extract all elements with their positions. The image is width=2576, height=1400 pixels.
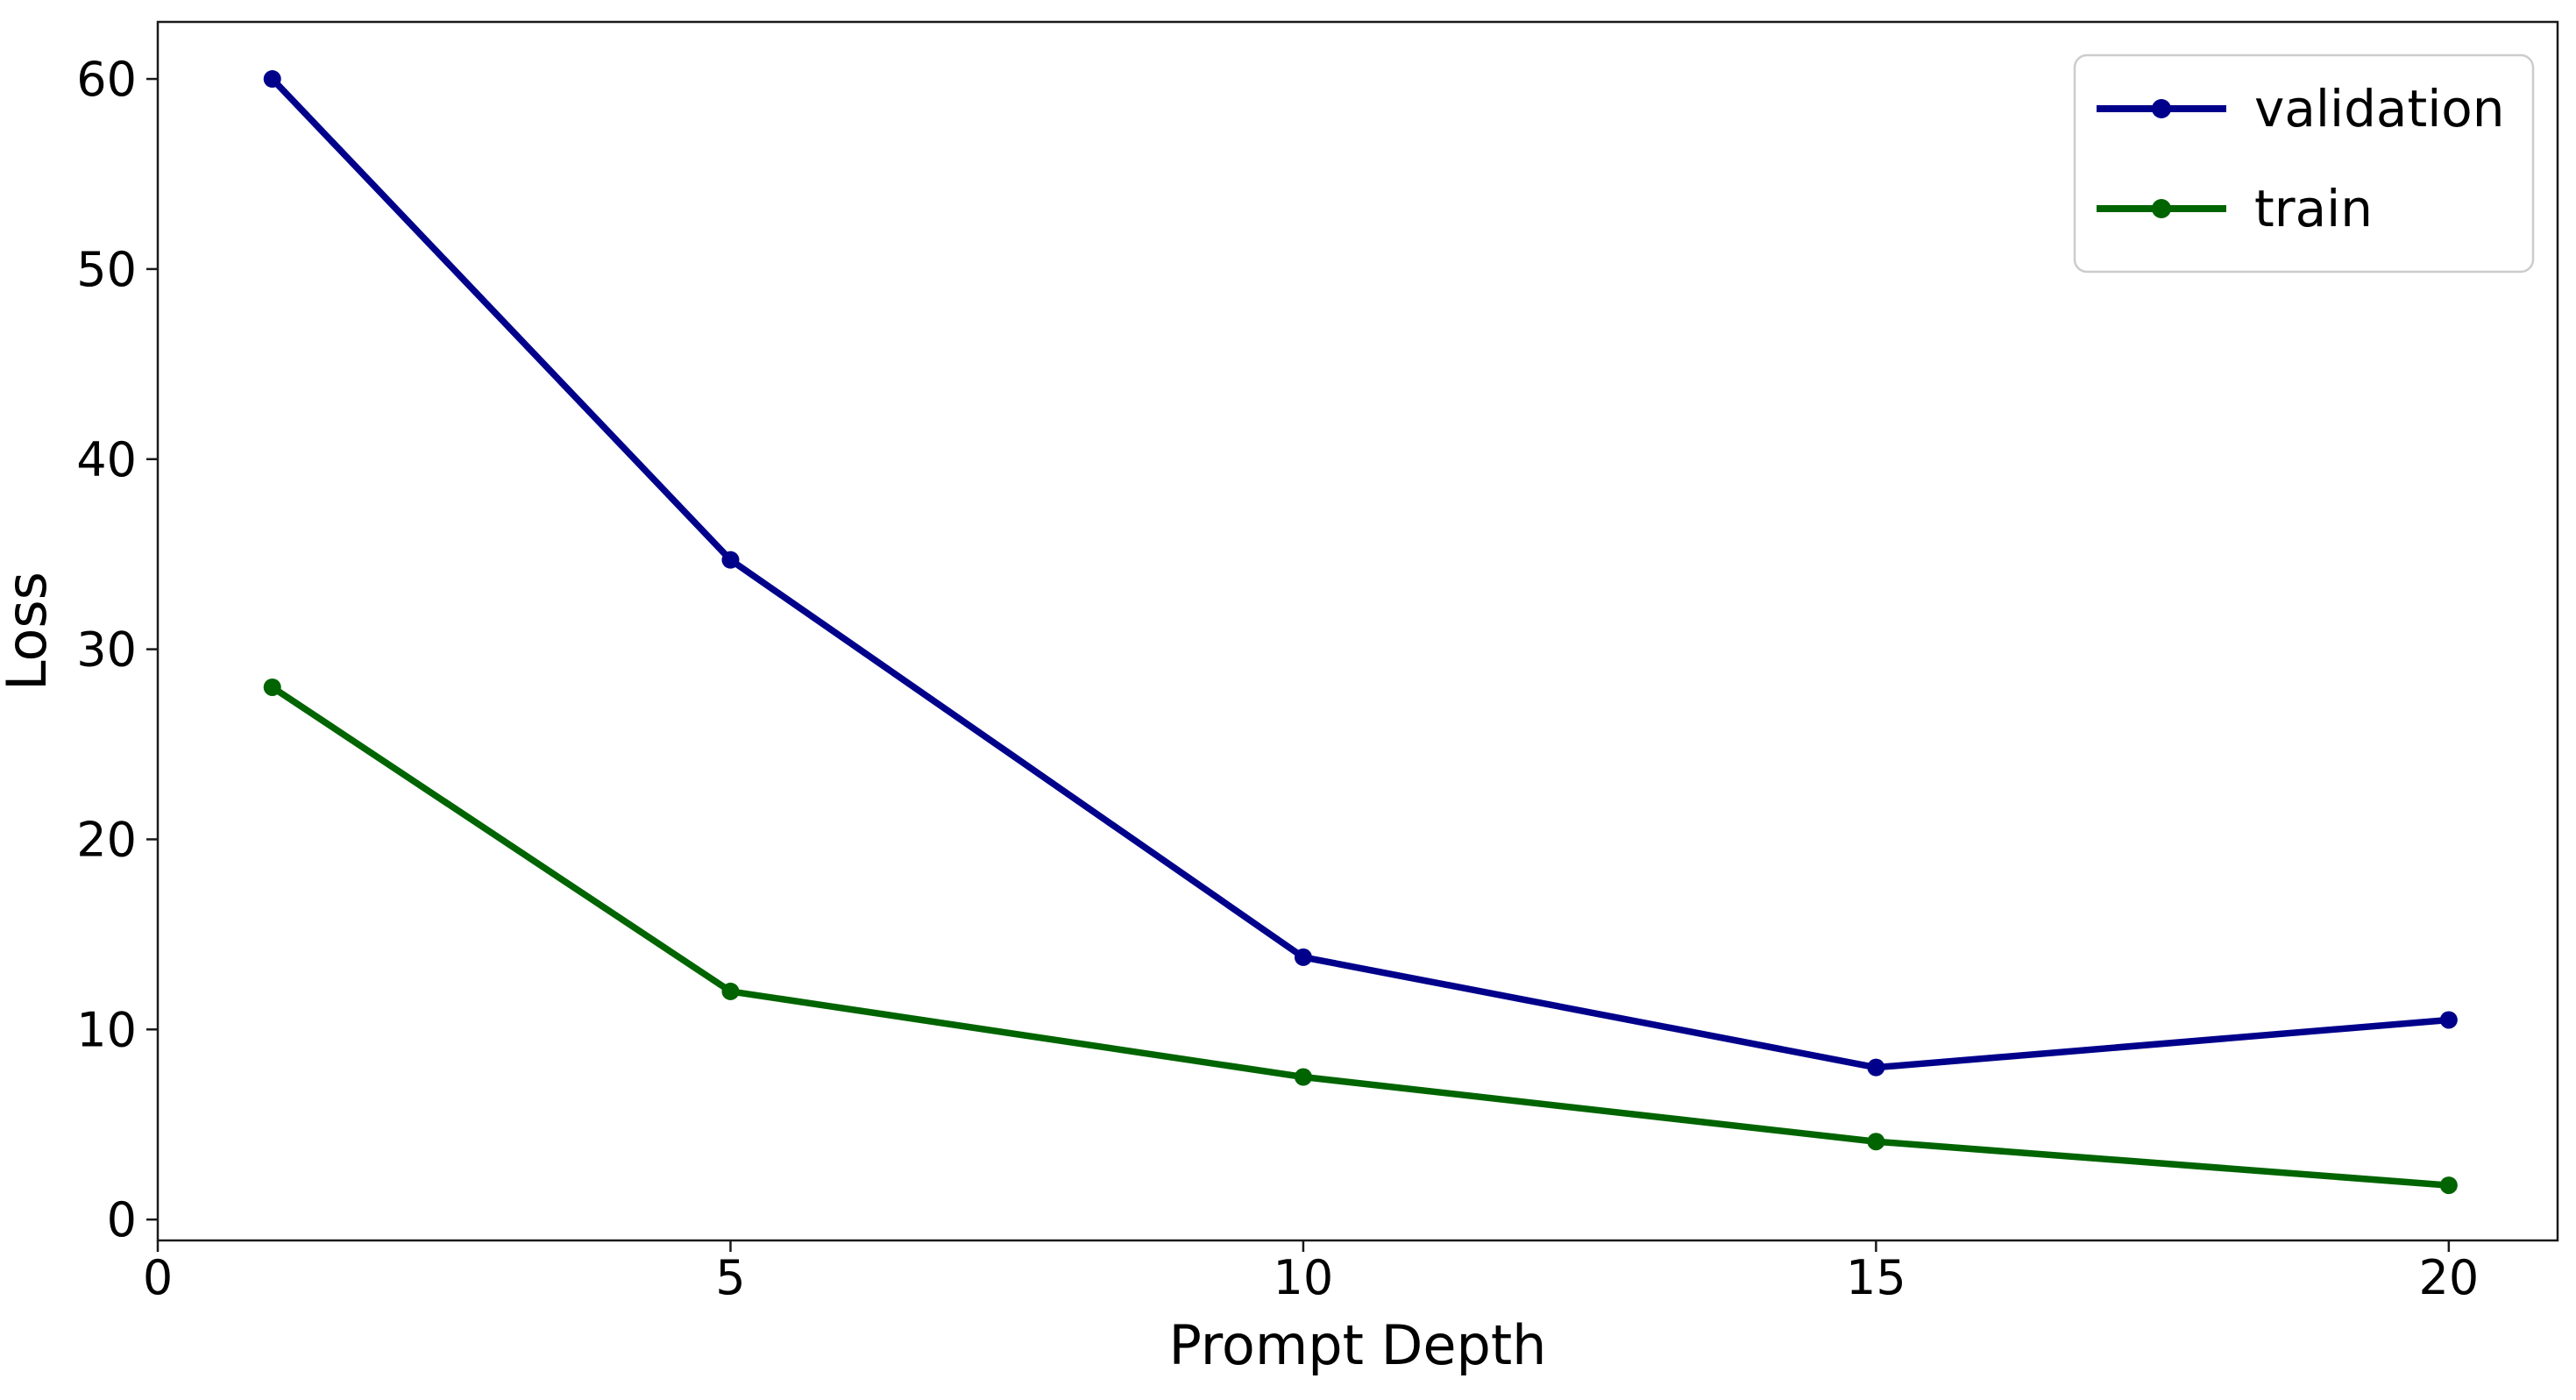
- x-axis: 0 5 10 15 20: [143, 1240, 2479, 1305]
- data-point-train: [1294, 1068, 1312, 1086]
- y-tick-label: 20: [76, 812, 137, 867]
- data-point-train: [263, 678, 281, 696]
- data-point-train: [2439, 1176, 2458, 1195]
- legend-marker-validation: [2152, 99, 2171, 118]
- series-line-train: [268, 684, 2452, 1189]
- y-tick-label: 0: [107, 1192, 137, 1247]
- x-tick-label: 5: [715, 1250, 745, 1305]
- y-axis: 0 10 20 30 40 50 60: [76, 52, 158, 1247]
- y-tick-label: 60: [76, 52, 137, 107]
- legend-entry-validation: validation: [2097, 79, 2505, 139]
- legend-marker-train: [2152, 199, 2171, 218]
- data-point-validation: [721, 551, 740, 569]
- y-tick-label: 50: [76, 242, 137, 297]
- x-tick-label: 0: [143, 1250, 173, 1305]
- data-point-train: [721, 982, 740, 1000]
- y-tick-label: 40: [76, 432, 137, 487]
- y-axis-label: Loss: [0, 572, 59, 691]
- legend-entry-train: train: [2097, 179, 2373, 238]
- legend: validation train: [2073, 53, 2535, 274]
- series-validation: [263, 70, 2458, 1077]
- data-point-validation: [2439, 1011, 2458, 1029]
- legend-label-validation: validation: [2254, 79, 2505, 139]
- x-axis-label: Prompt Depth: [1169, 1313, 1547, 1377]
- data-point-validation: [1867, 1058, 1885, 1077]
- x-tick-label: 10: [1274, 1250, 1334, 1305]
- data-point-validation: [1294, 948, 1312, 966]
- axes-frame: [156, 20, 2559, 1242]
- data-point-validation: [263, 70, 281, 89]
- x-tick-label: 20: [2418, 1250, 2479, 1305]
- x-tick-label: 15: [1846, 1250, 1906, 1305]
- y-tick-label: 10: [76, 1002, 137, 1057]
- y-tick-label: 30: [76, 622, 137, 678]
- legend-label-train: train: [2254, 179, 2373, 238]
- plot-area: 0 5 10 15 20 0 10 20 30 40 50 60: [76, 20, 2559, 1305]
- series-train: [263, 678, 2458, 1195]
- data-point-train: [1867, 1133, 1885, 1151]
